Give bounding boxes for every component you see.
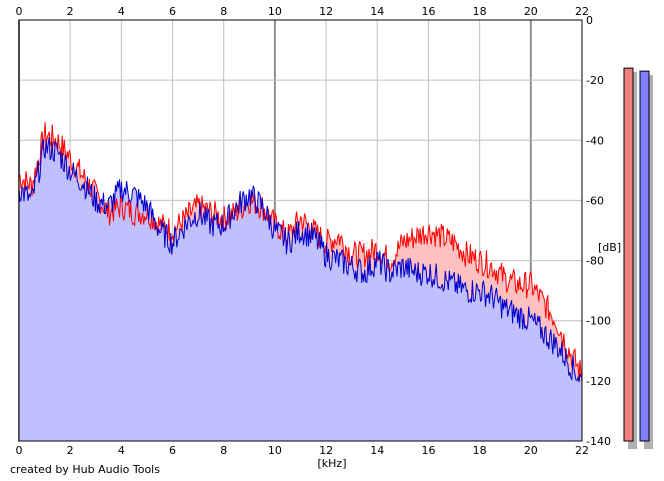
credit-text: created by Hub Audio Tools — [10, 463, 160, 476]
x-tick-label: 22 — [575, 444, 589, 457]
y-tick-label: 0 — [586, 14, 593, 27]
x-tick-label: 18 — [473, 444, 487, 457]
x-tick-label: 20 — [524, 5, 538, 18]
y-tick-label: -140 — [586, 435, 611, 448]
x-tick-label: 12 — [319, 5, 333, 18]
spectrum-fill — [19, 122, 582, 441]
y-tick-label: -100 — [586, 315, 611, 328]
y-tick-label: -40 — [586, 134, 604, 147]
x-tick-label: 20 — [524, 444, 538, 457]
x-tick-label: 0 — [16, 444, 23, 457]
right-channel-line — [18, 137, 583, 383]
y-tick-labels: 0 -20 -40 -60 -80 -100 -120 -140 — [586, 14, 611, 448]
spectrum-lines — [18, 122, 583, 383]
x-tick-label: 8 — [220, 444, 227, 457]
x-tick-label: 4 — [118, 5, 125, 18]
x-tick-label: 10 — [268, 444, 282, 457]
x-tick-label: 4 — [118, 444, 125, 457]
x-tick-label: 2 — [67, 444, 74, 457]
y-tick-label: -120 — [586, 375, 611, 388]
y-tick-label: -80 — [586, 255, 604, 268]
x-tick-label: 16 — [421, 5, 435, 18]
y-tick-label: -20 — [586, 74, 604, 87]
x-tick-label: 6 — [169, 5, 176, 18]
y-tick-label: -60 — [586, 194, 604, 207]
y-axis-label: [dB] — [598, 241, 621, 254]
x-tick-labels-bottom: 0 2 4 6 8 10 12 14 16 18 20 22 — [16, 444, 590, 457]
x-tick-label: 18 — [473, 5, 487, 18]
x-tick-labels-top: 0 2 4 6 8 10 12 14 16 18 20 22 — [16, 5, 590, 18]
right-channel-area — [19, 137, 582, 441]
x-tick-label: 8 — [220, 5, 227, 18]
x-tick-label: 6 — [169, 444, 176, 457]
left-level-meter — [623, 67, 634, 442]
x-tick-label: 16 — [421, 444, 435, 457]
x-tick-label: 2 — [67, 5, 74, 18]
x-tick-label: 12 — [319, 444, 333, 457]
x-tick-label: 0 — [16, 5, 23, 18]
x-tick-label: 14 — [370, 444, 384, 457]
x-tick-label: 22 — [575, 5, 589, 18]
right-level-meter — [639, 70, 650, 442]
left-channel-line — [18, 122, 583, 382]
x-tick-label: 14 — [370, 5, 384, 18]
plot-frame — [18, 19, 583, 442]
x-axis-label: [kHz] — [318, 457, 347, 470]
x-tick-label: 10 — [268, 5, 282, 18]
level-meters — [623, 67, 653, 449]
